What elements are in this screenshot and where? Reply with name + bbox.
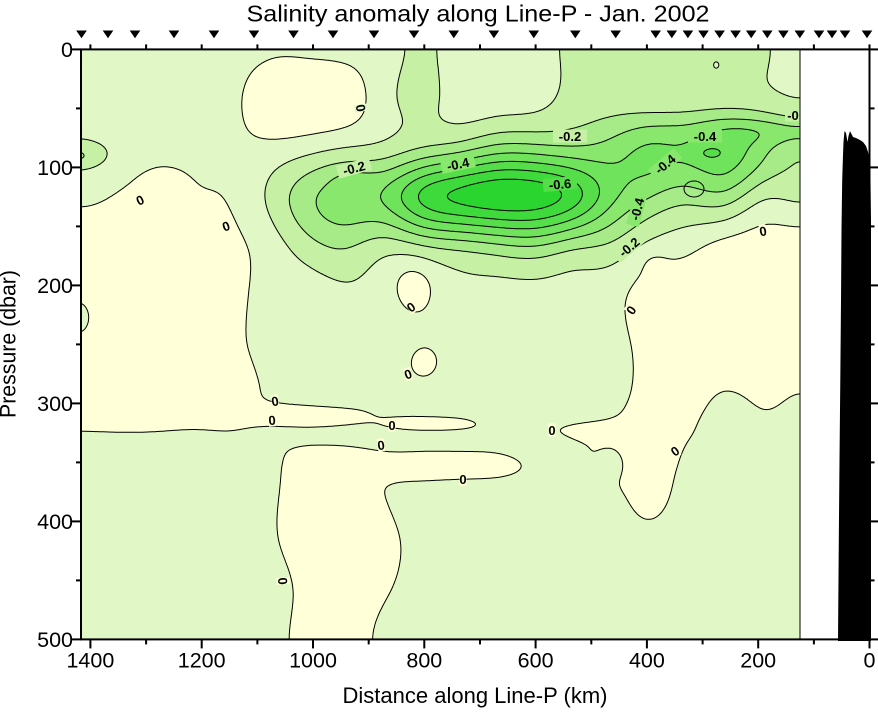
svg-text:0: 0 bbox=[459, 472, 466, 487]
svg-text:0: 0 bbox=[548, 423, 555, 438]
svg-text:1000: 1000 bbox=[289, 649, 337, 673]
svg-text:1200: 1200 bbox=[178, 649, 226, 673]
svg-text:-0.4: -0.4 bbox=[694, 129, 717, 144]
svg-text:0: 0 bbox=[220, 218, 232, 235]
svg-text:600: 600 bbox=[518, 649, 554, 673]
svg-text:400: 400 bbox=[629, 649, 665, 673]
svg-text:-0.6: -0.6 bbox=[548, 176, 572, 193]
svg-text:300: 300 bbox=[37, 392, 73, 416]
svg-text:-0.4: -0.4 bbox=[627, 196, 647, 222]
svg-text:200: 200 bbox=[37, 274, 73, 298]
svg-text:0: 0 bbox=[268, 413, 277, 429]
svg-text:-0.4: -0.4 bbox=[446, 154, 472, 173]
svg-text:1400: 1400 bbox=[66, 649, 114, 673]
svg-text:Salinity anomaly along Line-P: Salinity anomaly along Line-P - Jan. 200… bbox=[247, 0, 710, 26]
svg-text:Pressure (dbar): Pressure (dbar) bbox=[0, 270, 21, 418]
svg-text:0: 0 bbox=[353, 103, 369, 113]
svg-text:0: 0 bbox=[864, 649, 876, 673]
svg-text:0: 0 bbox=[388, 418, 395, 433]
svg-text:0: 0 bbox=[275, 577, 291, 586]
svg-text:Distance along Line-P (km): Distance along Line-P (km) bbox=[343, 683, 608, 708]
svg-text:0: 0 bbox=[376, 437, 385, 453]
svg-text:-0.2: -0.2 bbox=[341, 158, 367, 178]
svg-text:800: 800 bbox=[406, 649, 442, 673]
svg-text:0: 0 bbox=[758, 223, 768, 239]
svg-text:500: 500 bbox=[37, 628, 73, 652]
svg-text:100: 100 bbox=[37, 156, 73, 180]
svg-text:0: 0 bbox=[270, 393, 280, 409]
svg-text:0: 0 bbox=[61, 38, 73, 62]
svg-text:-0: -0 bbox=[787, 108, 799, 123]
svg-text:-0.2: -0.2 bbox=[559, 129, 581, 144]
svg-text:400: 400 bbox=[37, 510, 73, 534]
svg-text:200: 200 bbox=[740, 649, 776, 673]
svg-text:0: 0 bbox=[402, 366, 414, 383]
